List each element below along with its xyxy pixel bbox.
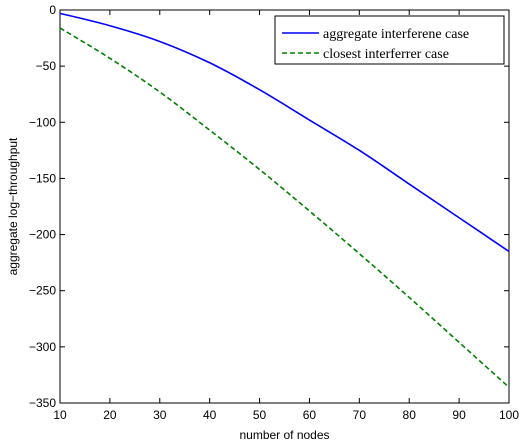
y-tick-label: −300 xyxy=(29,340,56,354)
axis-ticks: 10 20 30 40 50 60 70 80 90 100 0 −50 −100 −150 −200 −25… xyxy=(29,3,519,422)
x-tick-label: 80 xyxy=(403,408,417,422)
x-tick-label: 30 xyxy=(153,408,167,422)
y-tick-label: −250 xyxy=(29,284,56,298)
series-line-1 xyxy=(59,27,510,388)
y-tick-label: −100 xyxy=(29,115,56,129)
legend-label-aggregate: aggregate interferene case xyxy=(323,27,469,42)
x-tick-label: 100 xyxy=(499,408,519,422)
x-tick-label: 90 xyxy=(452,408,466,422)
x-tick-label: 50 xyxy=(253,408,267,422)
x-tick-label: 40 xyxy=(203,408,217,422)
y-tick-label: −200 xyxy=(29,228,56,242)
y-tick-label: −150 xyxy=(29,171,56,185)
legend-box xyxy=(274,15,505,65)
series-line-0 xyxy=(59,12,510,253)
y-tick-label: −50 xyxy=(36,59,57,73)
x-tick-label: 10 xyxy=(53,408,67,422)
x-tick-label: 70 xyxy=(353,408,367,422)
legend: aggregate interferene case closest inter… xyxy=(274,15,505,65)
y-tick-label: −350 xyxy=(29,396,56,410)
legend-label-closest: closest interferrer case xyxy=(323,47,449,62)
x-tick-label: 20 xyxy=(103,408,117,422)
x-axis-label: number of nodes xyxy=(239,428,329,442)
y-tick-label: 0 xyxy=(49,3,56,17)
y-axis-label: aggregate log−throughput xyxy=(6,137,20,275)
x-tick-label: 60 xyxy=(303,408,317,422)
series-lines xyxy=(59,12,510,388)
